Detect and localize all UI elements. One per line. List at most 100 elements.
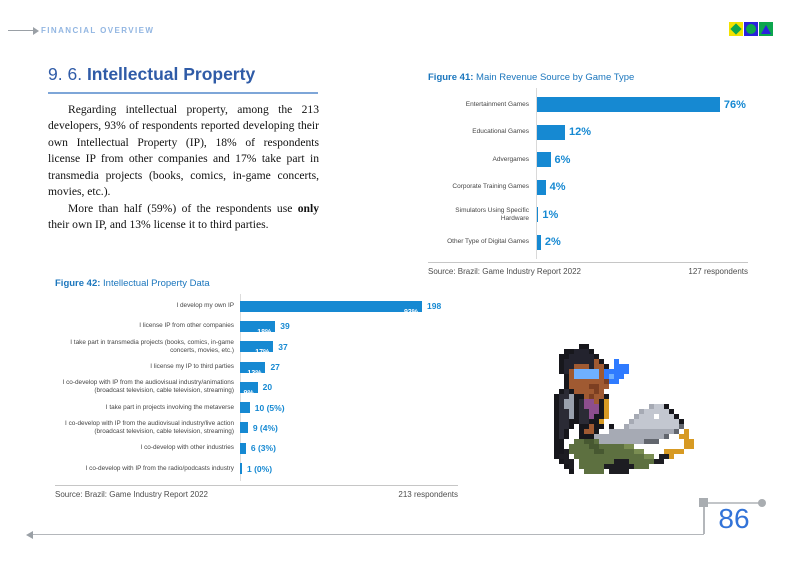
footer-square-marker [699, 498, 708, 507]
bar-zone: 18% 39 [240, 320, 458, 336]
bar-row: I take part in projects involving the me… [55, 397, 458, 417]
bar-inside-value-label: 18% [257, 328, 272, 336]
bar-count-label: 10 (5%) [254, 402, 285, 413]
bar-count-label: 6 (3%) [250, 443, 276, 454]
publisher-logo [729, 22, 773, 36]
bar-category-label: Simulators Using Specific Hardware [455, 206, 529, 222]
figure-41-respondents: 127 respondents [688, 267, 748, 276]
bar-inside-value-label: 13% [247, 369, 262, 377]
figure-42-source: Source: Brazil: Game Industry Report 202… [55, 490, 208, 499]
bar [240, 442, 246, 454]
bar-category-label: I co-develop with IP from the audiovisua… [65, 419, 234, 435]
bar-row: Entertainment Games 76% [428, 91, 748, 119]
bar-category-label: Other Type of Digital Games [447, 238, 529, 246]
section-number: 9. 6. [48, 64, 83, 84]
figure-41-axis-line [536, 88, 537, 259]
bar-zone: 76% [536, 97, 748, 113]
bar [536, 97, 720, 113]
bar-category-label: Educational Games [472, 128, 529, 136]
figure-42-title: Figure 42: Intellectual Property Data [55, 278, 458, 289]
bar-category-label: I take part in transmedia projects (book… [70, 338, 234, 354]
bar-count-label: 198 [427, 301, 442, 312]
bar-category-label: I license IP from other companies [139, 322, 234, 330]
bar-category-label: Corporate Training Games [452, 183, 529, 191]
bar-category-label: I co-develop with IP from the audiovisua… [62, 379, 234, 395]
bar-count-label: 1 (0%) [247, 463, 273, 474]
bar-row: I develop my own IP 93% 198 [55, 296, 458, 316]
figure-42-chart: I develop my own IP 93% 198 I license IP fr… [55, 294, 458, 481]
bar [536, 179, 546, 195]
bar-category-label: I co-develop with IP from the radio/podc… [85, 464, 234, 472]
bar-row: I take part in transmedia projects (book… [55, 337, 458, 357]
figure-41-source: Source: Brazil: Game Industry Report 202… [428, 267, 581, 276]
bar-row: I co-develop with other industries 6 (3%) [55, 438, 458, 458]
bar-category-label: I license my IP to third parties [150, 363, 234, 371]
bar-zone: 6 (3%) [240, 442, 458, 454]
figure-42-respondents: 213 respondents [398, 490, 458, 499]
page-number: 86 [718, 503, 750, 534]
figure-42: Figure 42: Intellectual Property Data I … [55, 278, 458, 499]
bar [240, 463, 242, 475]
bar-row: Advergames 6% [428, 146, 748, 174]
bar-zone: 13% 27 [240, 361, 458, 377]
bar-category-label: I take part in projects involving the me… [105, 403, 234, 411]
bar-count-label: 27 [270, 362, 280, 373]
figure-41-title: Figure 41: Main Revenue Source by Game T… [428, 72, 748, 83]
footer-top-line [704, 502, 762, 504]
diamond-icon [729, 22, 743, 36]
figure-42-source-row: Source: Brazil: Game Industry Report 202… [55, 485, 458, 499]
bar-category-label: Entertainment Games [465, 100, 529, 108]
footer-left-arrow-icon [26, 530, 33, 539]
bar-zone: 17% 37 [240, 341, 458, 356]
bar-row: I license IP from other companies 18% 39 [55, 316, 458, 336]
bar-value-label: 6% [554, 153, 571, 166]
paragraph-2-bold: only [297, 201, 319, 215]
bar-zone: 2% [536, 234, 748, 250]
bar: 18% [240, 320, 276, 336]
bar-row: Educational Games 12% [428, 119, 748, 147]
bar-value-label: 2% [544, 236, 561, 249]
circle-icon [744, 22, 758, 36]
bar-zone: 10 (5%) [240, 402, 458, 414]
bar-count-label: 37 [278, 341, 288, 352]
bar-row: I co-develop with IP from the audiovisua… [55, 377, 458, 397]
triangle-icon [759, 22, 773, 36]
bar-inside-value-label: 9% [243, 389, 254, 397]
bar-zone: 12% [536, 124, 748, 140]
bar: 13% [240, 361, 266, 377]
bar-inside-value-label: 93% [403, 308, 418, 316]
bar-zone: 4% [536, 179, 748, 195]
bar [240, 422, 248, 434]
bar-count-label: 39 [280, 321, 290, 332]
figure-41-chart: Entertainment Games 76% Educational Games 1… [428, 88, 748, 259]
hacker-pixel-art-illustration [554, 344, 694, 474]
section-title: Intellectual Property [86, 64, 256, 84]
bar-row: I co-develop with IP from the radio/podc… [55, 458, 458, 478]
figure-41: Figure 41: Main Revenue Source by Game T… [428, 72, 748, 276]
bar-value-label: 12% [569, 126, 592, 139]
bar: 17% [240, 341, 274, 356]
figure-41-title-prefix: Figure 41: [428, 72, 474, 83]
bar-count-label: 20 [262, 382, 273, 393]
paragraph-2-pre: More than half (59%) of the respondents … [68, 201, 298, 215]
section-breadcrumb: FINANCIAL OVERVIEW [41, 26, 155, 35]
figure-42-title-text: Intellectual Property Data [103, 278, 210, 289]
figure-42-title-prefix: Figure 42: [55, 278, 101, 289]
bar-zone: 6% [536, 152, 748, 168]
bar-value-label: 76% [723, 98, 746, 111]
bar [536, 207, 539, 223]
bar-row: I co-develop with IP from the audiovisua… [55, 418, 458, 438]
bar-category-label: Advergames [492, 155, 530, 163]
paragraph-2-post: their own IP, and 13% license it to thir… [48, 218, 269, 232]
bar-inside-value-label: 17% [255, 349, 270, 357]
bar-row: Simulators Using Specific Hardware 1% [428, 201, 748, 229]
bar [536, 124, 566, 140]
page-title: 9. 6. Intellectual Property [48, 64, 318, 94]
bar-value-label: 4% [549, 181, 566, 194]
footer-circle-marker [758, 499, 766, 507]
body-text: Regarding intellectual property, among t… [48, 102, 319, 234]
figure-41-title-text: Main Revenue Source by Game Type [476, 72, 635, 83]
footer-corner-line [703, 503, 705, 534]
bar-zone: 1 (0%) [240, 463, 458, 475]
